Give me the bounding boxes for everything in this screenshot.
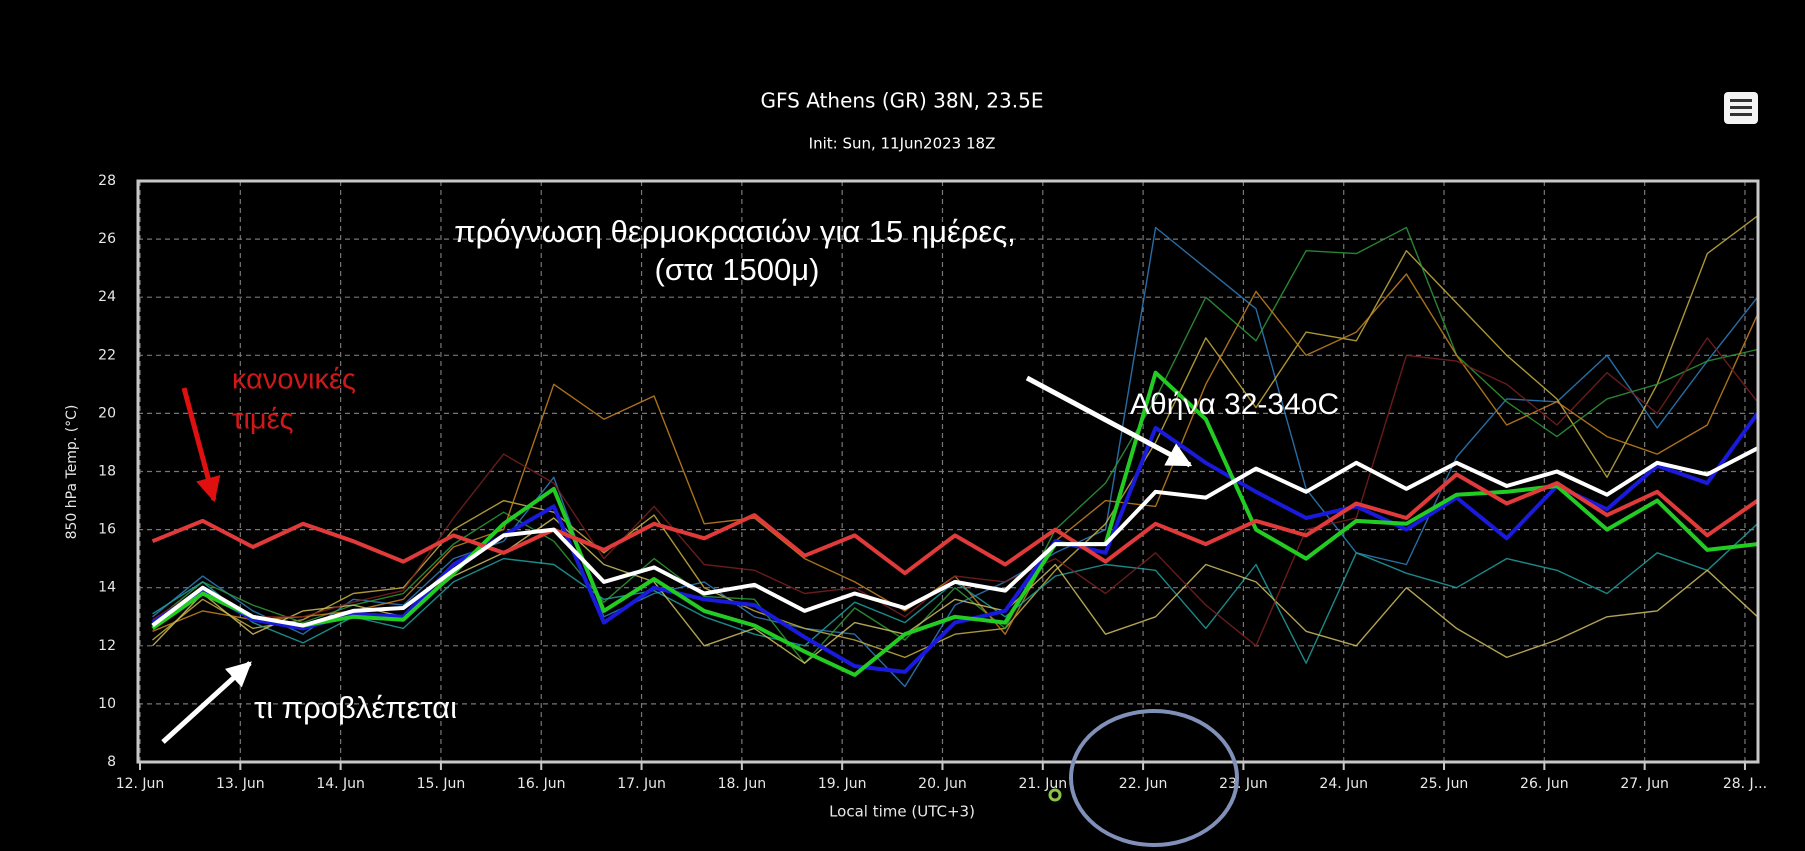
annotation: τιμές xyxy=(232,404,294,436)
y-axis-label: 850 hPa Temp. (°C) xyxy=(64,405,80,540)
highlight-line xyxy=(151,412,1760,674)
x-tick-label: 19. Jun xyxy=(818,776,867,792)
x-tick-label: 28. J... xyxy=(1723,776,1767,792)
small-circle xyxy=(1048,788,1062,802)
y-tick-label: 12 xyxy=(98,638,116,654)
series-lines xyxy=(151,215,1760,688)
ensemble-line xyxy=(152,226,1759,688)
x-tick-label: 13. Jun xyxy=(216,776,265,792)
x-tick-label: 20. Jun xyxy=(918,776,967,792)
y-tick-label: 24 xyxy=(98,289,116,305)
chart-subtitle: Init: Sun, 11Jun2023 18Z xyxy=(809,135,996,153)
annotations: πρόγνωση θερμοκρασιών για 15 ημέρες, (στ… xyxy=(232,214,1339,725)
menu-bar xyxy=(1730,113,1752,116)
annotation: κανονικές xyxy=(232,364,356,396)
y-tick-label: 18 xyxy=(98,464,116,480)
y-tick-label: 16 xyxy=(98,522,116,538)
y-tick-label: 22 xyxy=(98,347,116,363)
y-tick-label: 10 xyxy=(98,696,116,712)
labels: 8 10 12 14 16 18 20 22 24 26 28 12. Jun 13. Jun 14. J… xyxy=(98,173,1767,792)
menu-bar xyxy=(1730,106,1752,109)
menu-bar xyxy=(1730,99,1752,102)
x-tick-label: 24. Jun xyxy=(1319,776,1368,792)
chart-title: GFS Athens (GR) 38N, 23.5E xyxy=(761,89,1044,113)
plot-border xyxy=(136,179,1760,764)
x-tick-label: 26. Jun xyxy=(1520,776,1569,792)
y-tick-label: 20 xyxy=(98,405,116,421)
white-arrow xyxy=(161,661,252,744)
highlight-line xyxy=(151,446,1759,628)
red-arrow xyxy=(181,387,221,503)
annotation: (στα 1500μ) xyxy=(655,252,820,287)
y-tick-label: 28 xyxy=(98,173,116,189)
x-tick-label: 16. Jun xyxy=(517,776,566,792)
x-tick-label: 22. Jun xyxy=(1119,776,1168,792)
ensemble-line xyxy=(152,215,1758,659)
grid xyxy=(138,180,1758,763)
ensemble-line xyxy=(152,226,1758,664)
x-tick-label: 18. Jun xyxy=(718,776,767,792)
ensemble-line xyxy=(151,517,1758,664)
highlight-line xyxy=(151,472,1759,576)
annotation: τι προβλέπεται xyxy=(254,690,457,725)
x-tick-label: 14. Jun xyxy=(316,776,365,792)
overlay-drawings xyxy=(161,375,1239,847)
x-tick-label: 27. Jun xyxy=(1620,776,1669,792)
highlight-line xyxy=(151,370,1758,677)
white-arrow xyxy=(1025,375,1193,468)
y-tick-label: 8 xyxy=(107,754,116,770)
circle-highlight xyxy=(1069,709,1239,847)
annotation: Αθήνα 32-34oC xyxy=(1130,388,1339,421)
x-tick-label: 12. Jun xyxy=(116,776,165,792)
x-tick-label: 17. Jun xyxy=(617,776,666,792)
y-tick-label: 26 xyxy=(98,231,116,247)
menu-button[interactable] xyxy=(1724,92,1758,124)
ensemble-line xyxy=(152,337,1759,647)
annotation: πρόγνωση θερμοκρασιών για 15 ημέρες, xyxy=(454,214,1016,249)
x-axis-label: Local time (UTC+3) xyxy=(829,803,975,821)
x-tick-label: 25. Jun xyxy=(1420,776,1469,792)
x-tick-label: 23. Jun xyxy=(1219,776,1268,792)
x-tick-label: 21. Jun xyxy=(1018,776,1067,792)
x-tick-label: 15. Jun xyxy=(417,776,466,792)
y-tick-label: 14 xyxy=(98,580,116,596)
